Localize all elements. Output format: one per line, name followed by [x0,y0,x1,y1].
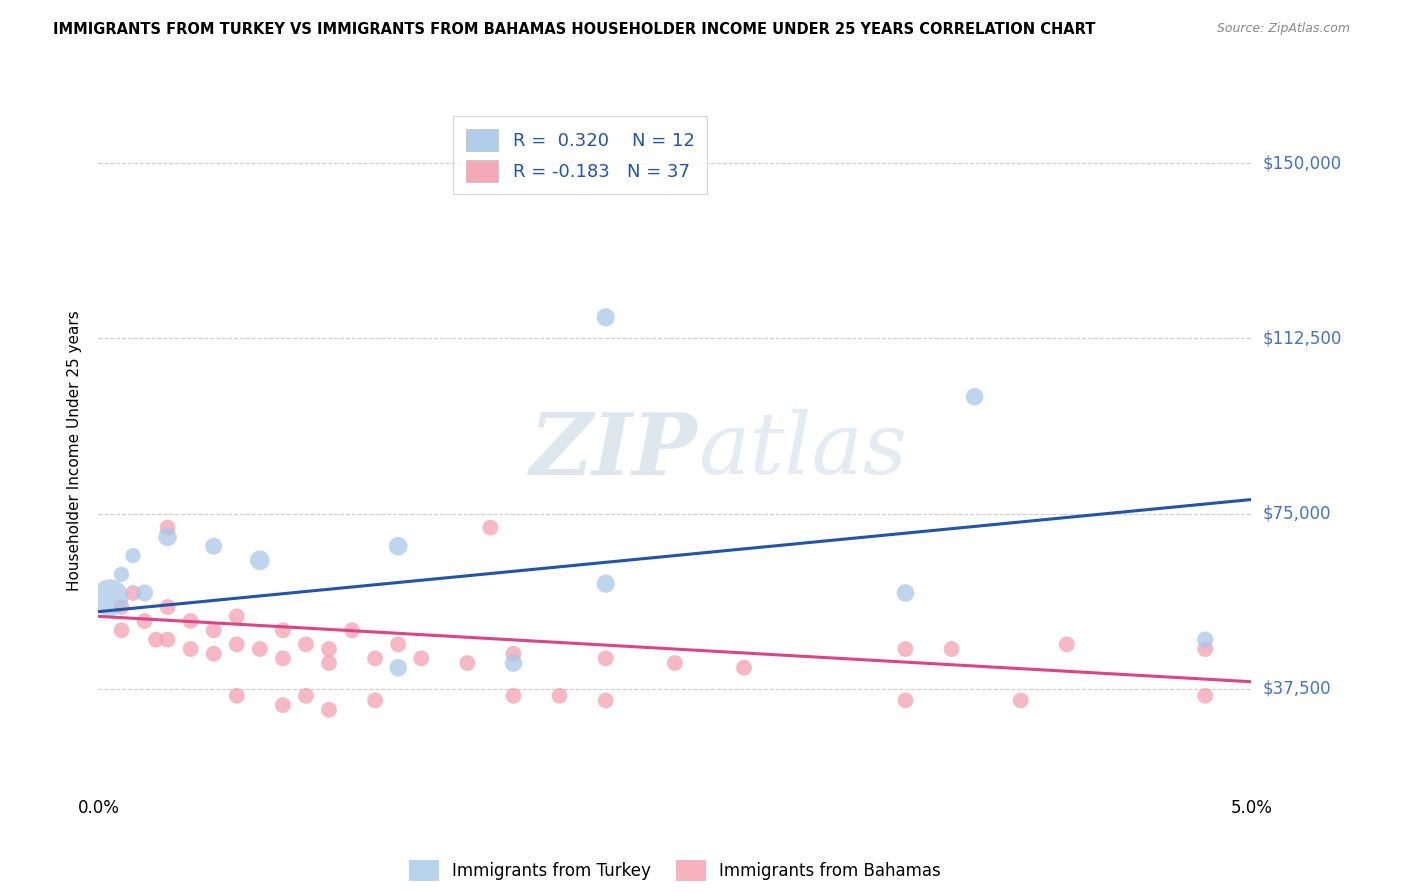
Point [1194,689,1216,703]
Point [318,703,340,717]
Point [110,567,132,582]
Point [318,656,340,670]
Point [1010,693,1032,707]
Point [225,637,247,651]
Point [387,539,409,553]
Point [894,586,917,600]
Point [318,642,340,657]
Point [295,637,318,651]
Text: $150,000: $150,000 [1263,154,1341,172]
Point [156,632,179,647]
Point [271,651,294,665]
Point [1194,632,1216,647]
Point [595,310,617,325]
Text: ZIP: ZIP [530,409,697,492]
Point [156,530,179,544]
Point [156,520,179,534]
Point [456,656,478,670]
Legend: Immigrants from Turkey, Immigrants from Bahamas: Immigrants from Turkey, Immigrants from … [399,850,950,890]
Point [145,632,167,647]
Point [548,689,571,703]
Point [295,689,318,703]
Point [180,614,202,628]
Point [1056,637,1078,651]
Point [595,576,617,591]
Point [271,624,294,638]
Point [249,642,271,657]
Point [411,651,433,665]
Point [595,651,617,665]
Point [271,698,294,712]
Point [249,553,271,567]
Point [963,390,986,404]
Point [1194,642,1216,657]
Point [110,599,132,614]
Point [387,637,409,651]
Point [364,651,387,665]
Point [134,614,156,628]
Text: IMMIGRANTS FROM TURKEY VS IMMIGRANTS FROM BAHAMAS HOUSEHOLDER INCOME UNDER 25 YE: IMMIGRANTS FROM TURKEY VS IMMIGRANTS FRO… [53,22,1095,37]
Point [733,661,755,675]
Point [202,624,225,638]
Text: $75,000: $75,000 [1263,505,1331,523]
Point [479,520,502,534]
Point [225,689,247,703]
Point [894,693,917,707]
Point [502,656,524,670]
Point [180,642,202,657]
Text: Source: ZipAtlas.com: Source: ZipAtlas.com [1216,22,1350,36]
Point [502,689,524,703]
Text: $37,500: $37,500 [1263,680,1331,698]
Point [134,586,156,600]
Point [110,624,132,638]
Point [122,549,145,563]
Point [156,599,179,614]
Point [225,609,247,624]
Point [364,693,387,707]
Point [340,624,363,638]
Text: $112,500: $112,500 [1263,329,1341,347]
Point [941,642,963,657]
Point [664,656,686,670]
Y-axis label: Householder Income Under 25 years: Householder Income Under 25 years [67,310,83,591]
Point [502,647,524,661]
Point [122,586,145,600]
Point [98,591,121,605]
Point [595,693,617,707]
Point [202,647,225,661]
Point [894,642,917,657]
Text: atlas: atlas [697,409,907,491]
Point [202,539,225,553]
Point [387,661,409,675]
